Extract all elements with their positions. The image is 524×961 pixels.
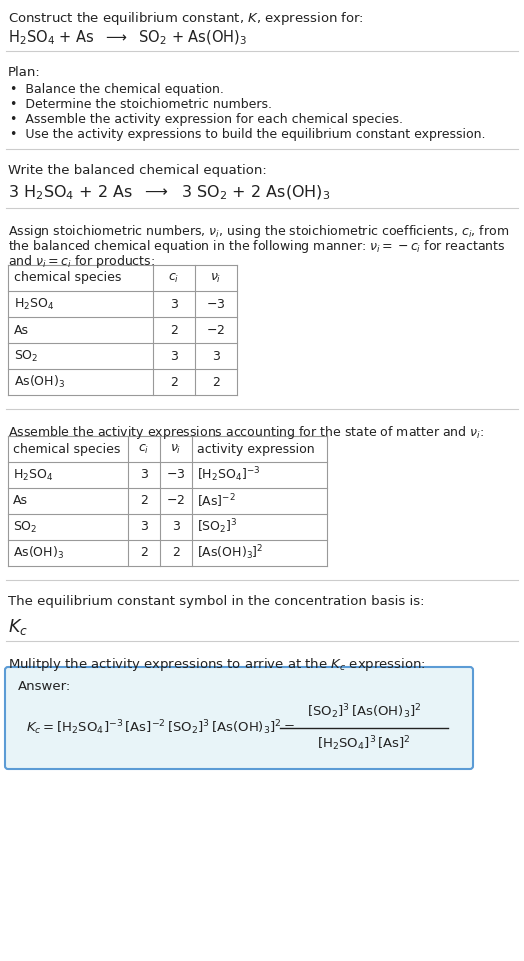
Text: Answer:: Answer: [18,680,71,693]
Text: As: As [14,324,29,336]
Text: Construct the equilibrium constant, $K$, expression for:: Construct the equilibrium constant, $K$,… [8,10,364,27]
Text: $\mathrm{H_2SO_4}$: $\mathrm{H_2SO_4}$ [13,467,53,482]
Text: $[\mathrm{H_2SO_4}]^{3}\,[\mathrm{As}]^{2}$: $[\mathrm{H_2SO_4}]^{3}\,[\mathrm{As}]^{… [317,734,411,753]
Text: 3 $\mathrm{H_2SO_4}$ + 2 As  $\longrightarrow$  3 $\mathrm{SO_2}$ + 2 $\mathrm{A: 3 $\mathrm{H_2SO_4}$ + 2 As $\longrighta… [8,184,331,203]
Text: $\nu_i$: $\nu_i$ [170,442,182,456]
Text: 2: 2 [170,324,178,336]
Text: •  Assemble the activity expression for each chemical species.: • Assemble the activity expression for e… [10,113,403,126]
Text: 3: 3 [170,350,178,362]
Text: $[\mathrm{H_2SO_4}]^{-3}$: $[\mathrm{H_2SO_4}]^{-3}$ [197,466,260,484]
Text: $\mathrm{H_2SO_4}$ + As  $\longrightarrow$  $\mathrm{SO_2}$ + $\mathrm{As(OH)_3}: $\mathrm{H_2SO_4}$ + As $\longrightarrow… [8,29,247,47]
Text: chemical species: chemical species [13,442,121,456]
Text: and $\nu_i = c_i$ for products:: and $\nu_i = c_i$ for products: [8,253,155,270]
Text: $K_c = [\mathrm{H_2SO_4}]^{-3}\,[\mathrm{As}]^{-2}\,[\mathrm{SO_2}]^{3}\,[\mathr: $K_c = [\mathrm{H_2SO_4}]^{-3}\,[\mathrm… [26,719,295,737]
Text: $c_i$: $c_i$ [138,442,150,456]
Text: 2: 2 [140,495,148,507]
Text: Assign stoichiometric numbers, $\nu_i$, using the stoichiometric coefficients, $: Assign stoichiometric numbers, $\nu_i$, … [8,223,509,240]
Text: Plan:: Plan: [8,66,41,79]
Text: 2: 2 [140,547,148,559]
Text: $-2$: $-2$ [206,324,225,336]
Text: $\mathrm{As(OH)_3}$: $\mathrm{As(OH)_3}$ [13,545,64,561]
Text: Write the balanced chemical equation:: Write the balanced chemical equation: [8,164,267,177]
Text: $c_i$: $c_i$ [168,271,180,284]
Text: The equilibrium constant symbol in the concentration basis is:: The equilibrium constant symbol in the c… [8,595,424,608]
Text: $-3$: $-3$ [166,469,185,481]
Text: $-3$: $-3$ [206,298,226,310]
Text: $K_c$: $K_c$ [8,617,28,637]
Text: $\mathrm{As(OH)_3}$: $\mathrm{As(OH)_3}$ [14,374,65,390]
Text: As: As [13,495,28,507]
Text: $\mathrm{SO_2}$: $\mathrm{SO_2}$ [14,349,38,363]
Text: Assemble the activity expressions accounting for the state of matter and $\nu_i$: Assemble the activity expressions accoun… [8,424,484,441]
Text: $-2$: $-2$ [167,495,185,507]
Text: Mulitply the activity expressions to arrive at the $K_c$ expression:: Mulitply the activity expressions to arr… [8,656,426,673]
Text: $\nu_i$: $\nu_i$ [210,271,222,284]
Text: activity expression: activity expression [197,442,314,456]
Text: •  Balance the chemical equation.: • Balance the chemical equation. [10,83,224,96]
Text: •  Determine the stoichiometric numbers.: • Determine the stoichiometric numbers. [10,98,272,111]
Text: $[\mathrm{SO_2}]^{3}$: $[\mathrm{SO_2}]^{3}$ [197,518,237,536]
FancyBboxPatch shape [5,667,473,769]
Text: 3: 3 [140,469,148,481]
Text: 3: 3 [172,521,180,533]
Text: the balanced chemical equation in the following manner: $\nu_i = -c_i$ for react: the balanced chemical equation in the fo… [8,238,506,255]
Text: $[\mathrm{As}]^{-2}$: $[\mathrm{As}]^{-2}$ [197,492,236,509]
Text: 3: 3 [170,298,178,310]
Text: 2: 2 [212,376,220,388]
Text: 2: 2 [170,376,178,388]
Text: •  Use the activity expressions to build the equilibrium constant expression.: • Use the activity expressions to build … [10,128,486,141]
Text: $\mathrm{SO_2}$: $\mathrm{SO_2}$ [13,520,38,534]
Text: $[\mathrm{As(OH)_3}]^{2}$: $[\mathrm{As(OH)_3}]^{2}$ [197,544,264,562]
Text: $\mathrm{H_2SO_4}$: $\mathrm{H_2SO_4}$ [14,296,54,311]
Text: 3: 3 [212,350,220,362]
Text: 2: 2 [172,547,180,559]
Text: chemical species: chemical species [14,272,122,284]
Text: 3: 3 [140,521,148,533]
Text: $[\mathrm{SO_2}]^{3}\,[\mathrm{As(OH)_3}]^{2}$: $[\mathrm{SO_2}]^{3}\,[\mathrm{As(OH)_3}… [307,702,421,722]
